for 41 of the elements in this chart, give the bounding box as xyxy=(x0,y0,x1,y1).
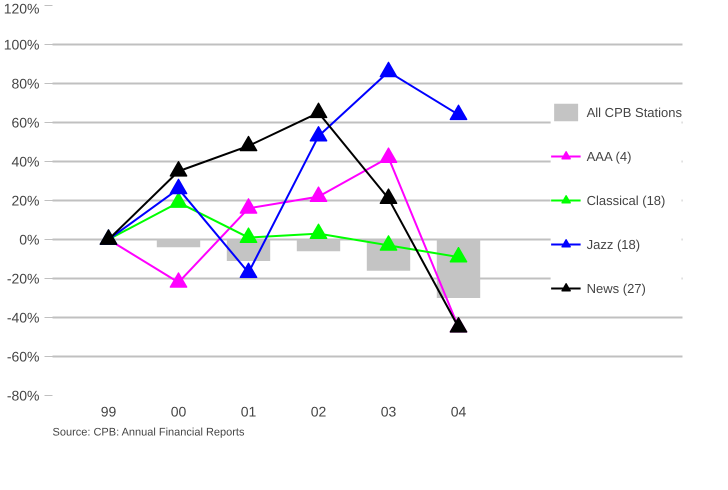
legend-label: All CPB Stations xyxy=(586,104,682,120)
legend-label: News (27) xyxy=(586,280,646,296)
point xyxy=(380,188,398,204)
x-tick-label: 01 xyxy=(240,404,256,420)
y-tick-label: 120% xyxy=(4,0,40,16)
y-tick-label: 100% xyxy=(4,36,40,52)
point xyxy=(450,104,468,120)
point xyxy=(170,160,188,177)
point xyxy=(170,192,188,208)
point xyxy=(170,272,188,288)
x-tick-label: 00 xyxy=(170,404,186,420)
x-tick-label: 99 xyxy=(100,404,116,420)
source-note: Source: CPB: Annual Financial Reports xyxy=(52,426,245,438)
x-tick-label: 03 xyxy=(380,404,396,420)
point xyxy=(310,223,328,240)
y-tick-label: 40% xyxy=(11,154,40,170)
y-tick-label: 80% xyxy=(11,76,40,92)
point xyxy=(240,198,258,214)
point xyxy=(380,235,398,251)
y-tick-label: 0% xyxy=(19,232,40,248)
point xyxy=(170,178,188,194)
y-tick-label: -20% xyxy=(6,270,40,286)
point xyxy=(310,186,328,202)
point xyxy=(240,136,258,152)
point xyxy=(450,246,468,262)
x-tick-label: 02 xyxy=(310,404,326,420)
legend-label: Classical (18) xyxy=(586,192,666,208)
legend-label: Jazz (18) xyxy=(586,236,640,252)
x-tick-label: 04 xyxy=(450,404,466,420)
y-tick-label: -80% xyxy=(6,388,40,404)
y-tick-label: -40% xyxy=(6,310,40,326)
point xyxy=(380,61,398,78)
point xyxy=(240,262,258,278)
point xyxy=(380,147,398,164)
point xyxy=(240,227,258,243)
y-tick-label: -60% xyxy=(6,348,40,364)
point xyxy=(310,102,328,118)
y-tick-label: 20% xyxy=(11,192,40,208)
y-tick-label: 60% xyxy=(11,114,40,130)
point xyxy=(310,126,328,142)
legend-label: AAA (4) xyxy=(586,148,632,164)
